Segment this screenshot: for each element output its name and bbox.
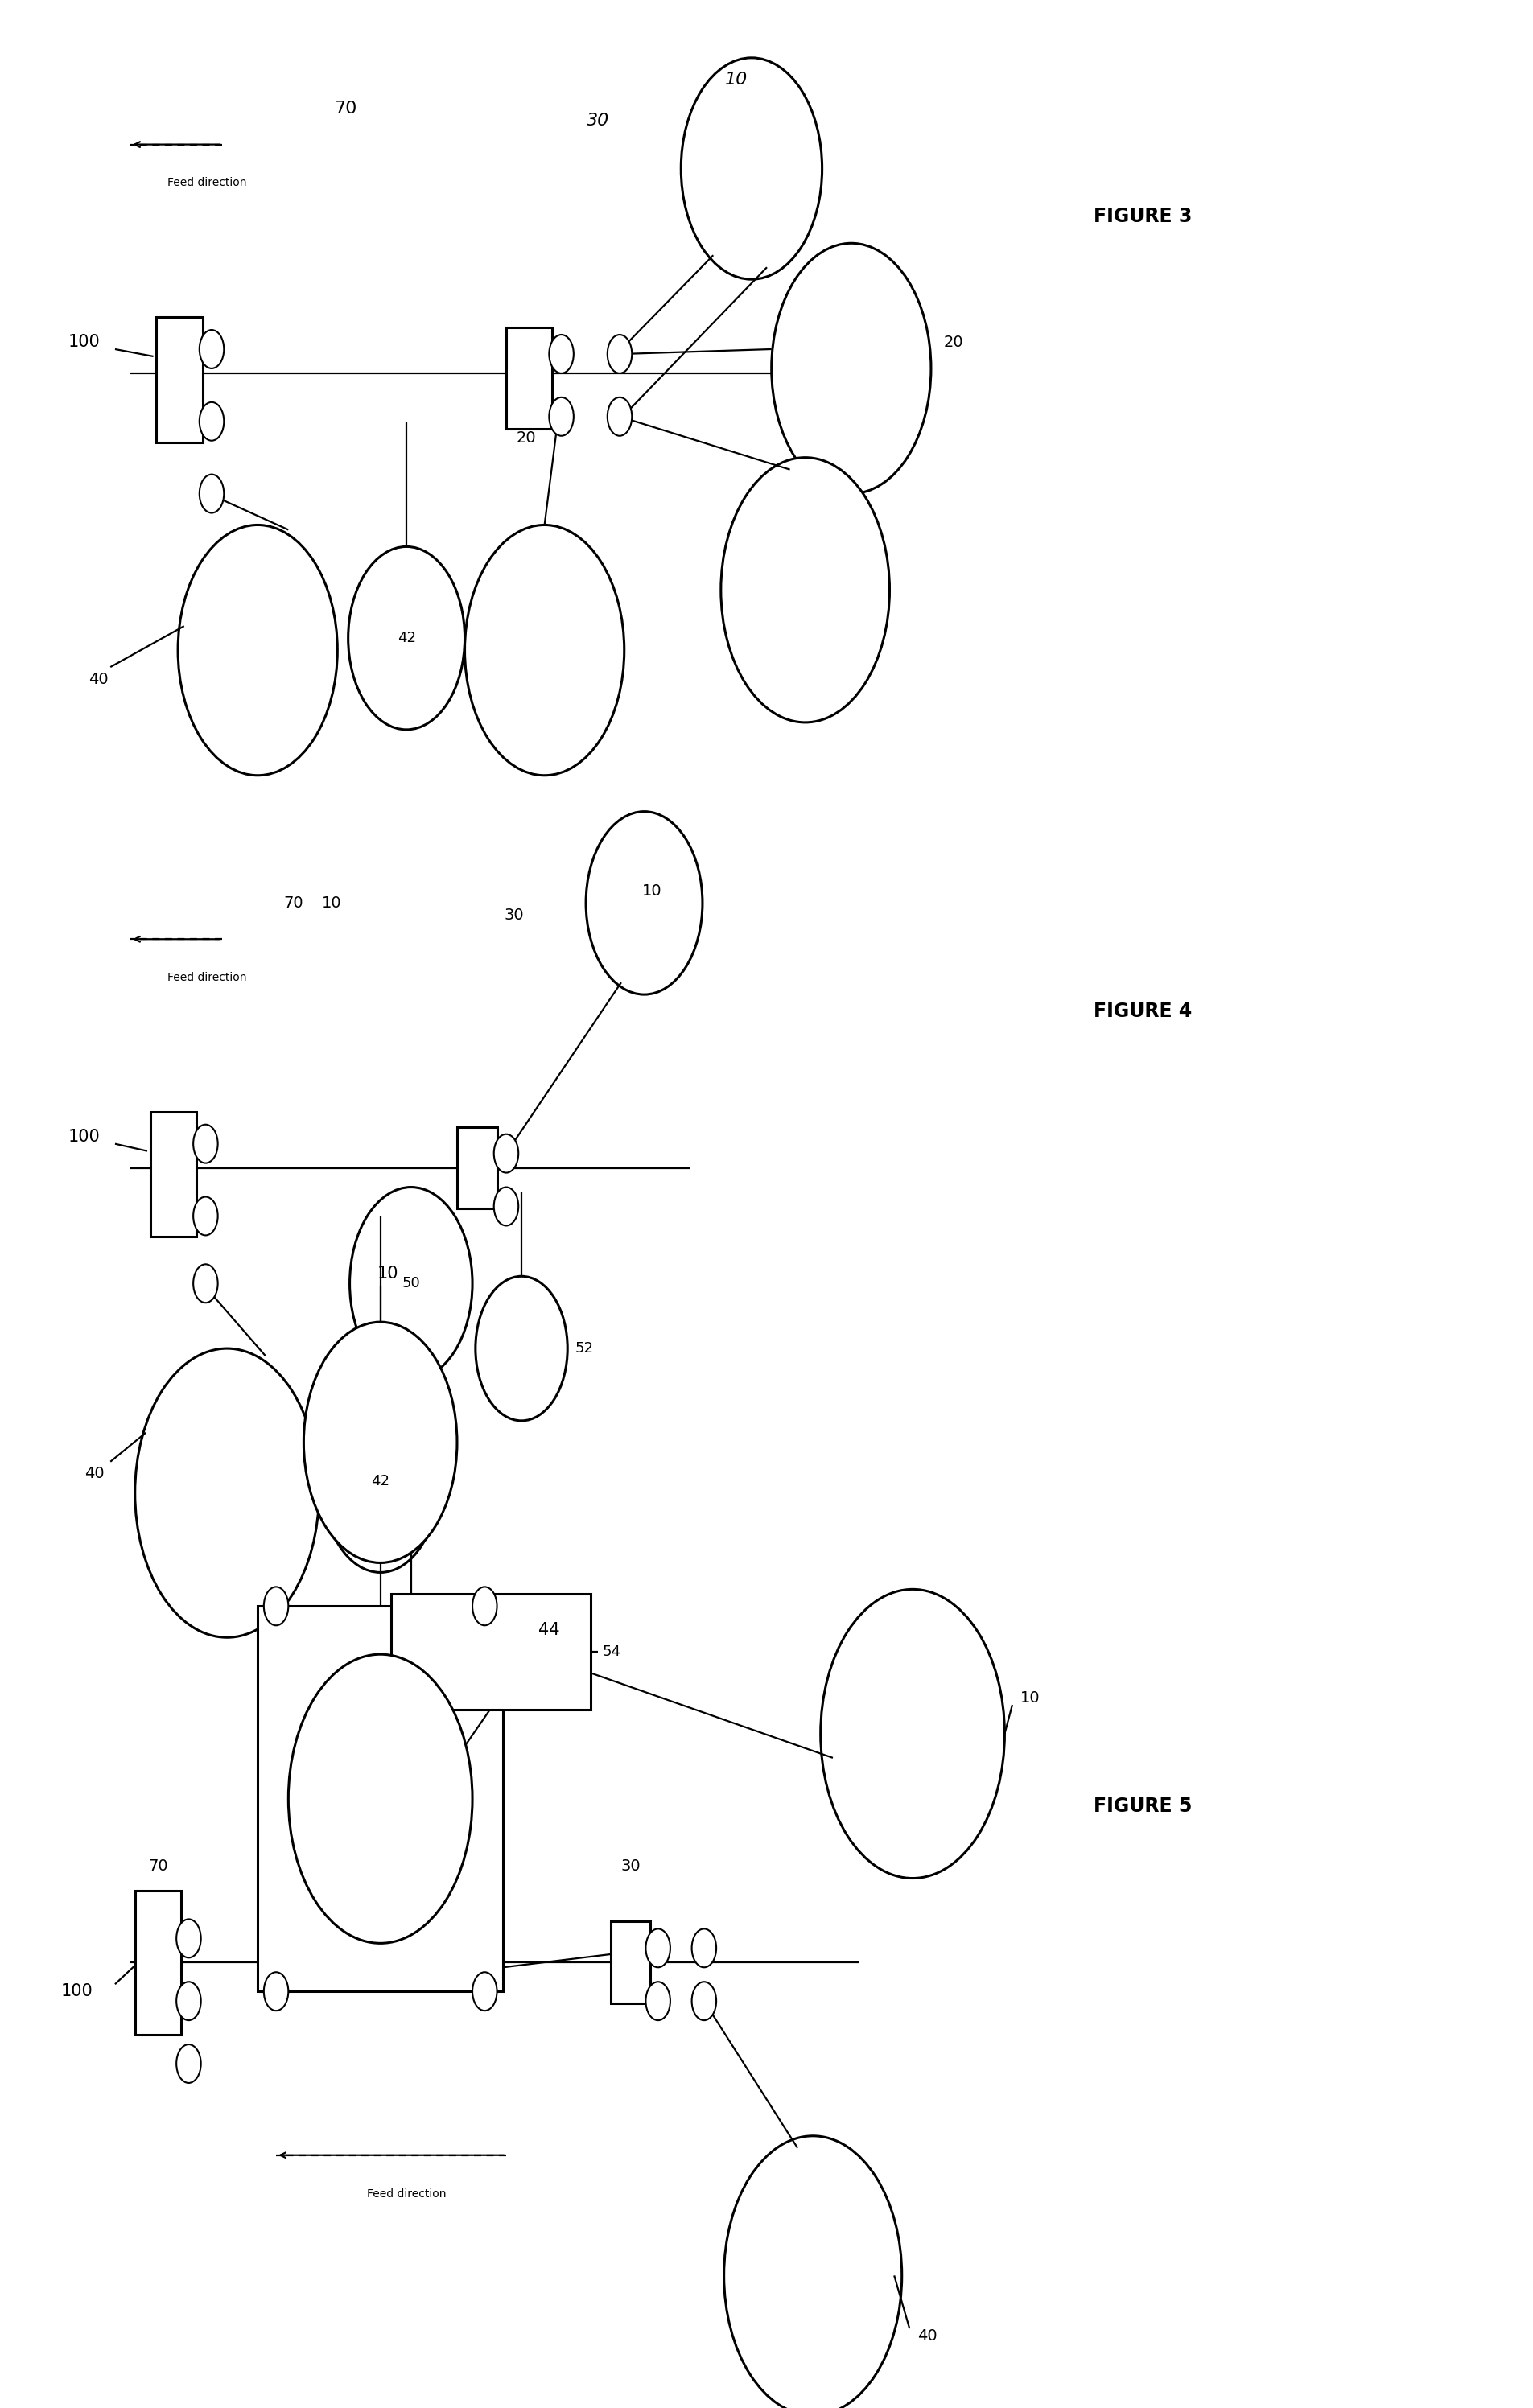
Text: 10: 10 <box>322 896 342 910</box>
Circle shape <box>176 1982 201 2020</box>
Circle shape <box>288 1654 472 1943</box>
Circle shape <box>199 330 224 368</box>
Text: FIGURE 3: FIGURE 3 <box>1093 207 1191 226</box>
Text: 44: 44 <box>538 1623 560 1637</box>
Text: 100: 100 <box>69 1129 100 1144</box>
Bar <box>610 1922 650 2003</box>
Circle shape <box>607 335 632 373</box>
Bar <box>258 1606 503 1991</box>
Circle shape <box>645 1929 670 1967</box>
Text: 100: 100 <box>69 335 100 349</box>
Circle shape <box>193 1125 218 1163</box>
Text: 10: 10 <box>642 884 661 898</box>
Text: 40: 40 <box>89 672 109 686</box>
Text: Feed direction: Feed direction <box>167 178 247 188</box>
Circle shape <box>724 2136 901 2408</box>
Text: 70: 70 <box>334 101 356 116</box>
Bar <box>150 1112 196 1238</box>
Text: 10: 10 <box>1019 1690 1039 1705</box>
Bar <box>391 1594 590 1710</box>
Text: 50: 50 <box>402 1276 420 1291</box>
Circle shape <box>549 335 573 373</box>
Circle shape <box>178 525 337 775</box>
Circle shape <box>820 1589 1004 1878</box>
Circle shape <box>691 1929 716 1967</box>
Circle shape <box>494 1134 518 1173</box>
Circle shape <box>304 1322 457 1563</box>
Text: 70: 70 <box>149 1859 167 1873</box>
Circle shape <box>607 397 632 436</box>
Circle shape <box>464 525 624 775</box>
Text: 40: 40 <box>84 1466 104 1481</box>
Text: 30: 30 <box>621 1859 639 1873</box>
Circle shape <box>264 1972 288 2011</box>
Circle shape <box>193 1197 218 1235</box>
Circle shape <box>721 458 889 722</box>
Text: 20: 20 <box>517 431 535 445</box>
Text: 10: 10 <box>377 1267 399 1281</box>
Circle shape <box>264 1587 288 1625</box>
Bar <box>135 1890 181 2035</box>
Text: 10: 10 <box>725 72 747 87</box>
Text: 52: 52 <box>575 1341 593 1356</box>
Circle shape <box>691 1982 716 2020</box>
Text: 40: 40 <box>917 2329 937 2343</box>
Text: Feed direction: Feed direction <box>167 973 247 982</box>
Circle shape <box>135 1348 319 1637</box>
Circle shape <box>348 547 464 730</box>
Circle shape <box>771 243 931 494</box>
Text: 42: 42 <box>371 1474 389 1488</box>
Circle shape <box>350 1187 472 1380</box>
Circle shape <box>176 1919 201 1958</box>
Circle shape <box>176 2044 201 2083</box>
Text: 42: 42 <box>397 631 415 645</box>
Bar <box>506 327 552 429</box>
Bar <box>457 1127 497 1209</box>
Circle shape <box>472 1587 497 1625</box>
Text: 30: 30 <box>504 908 523 922</box>
Bar <box>156 318 202 443</box>
Circle shape <box>199 402 224 441</box>
Circle shape <box>322 1389 438 1572</box>
Text: FIGURE 4: FIGURE 4 <box>1093 1002 1191 1021</box>
Circle shape <box>549 397 573 436</box>
Circle shape <box>586 811 702 995</box>
Circle shape <box>645 1982 670 2020</box>
Text: Feed direction: Feed direction <box>366 2189 446 2199</box>
Text: 70: 70 <box>284 896 304 910</box>
Text: 30: 30 <box>587 113 609 128</box>
Circle shape <box>472 1972 497 2011</box>
Circle shape <box>494 1187 518 1226</box>
Circle shape <box>199 474 224 513</box>
Text: 100: 100 <box>61 1984 92 1999</box>
Circle shape <box>193 1264 218 1303</box>
Text: FIGURE 5: FIGURE 5 <box>1093 1796 1191 1816</box>
Text: 20: 20 <box>943 335 963 349</box>
Circle shape <box>475 1276 567 1421</box>
Circle shape <box>681 58 822 279</box>
Text: 54: 54 <box>602 1645 621 1659</box>
